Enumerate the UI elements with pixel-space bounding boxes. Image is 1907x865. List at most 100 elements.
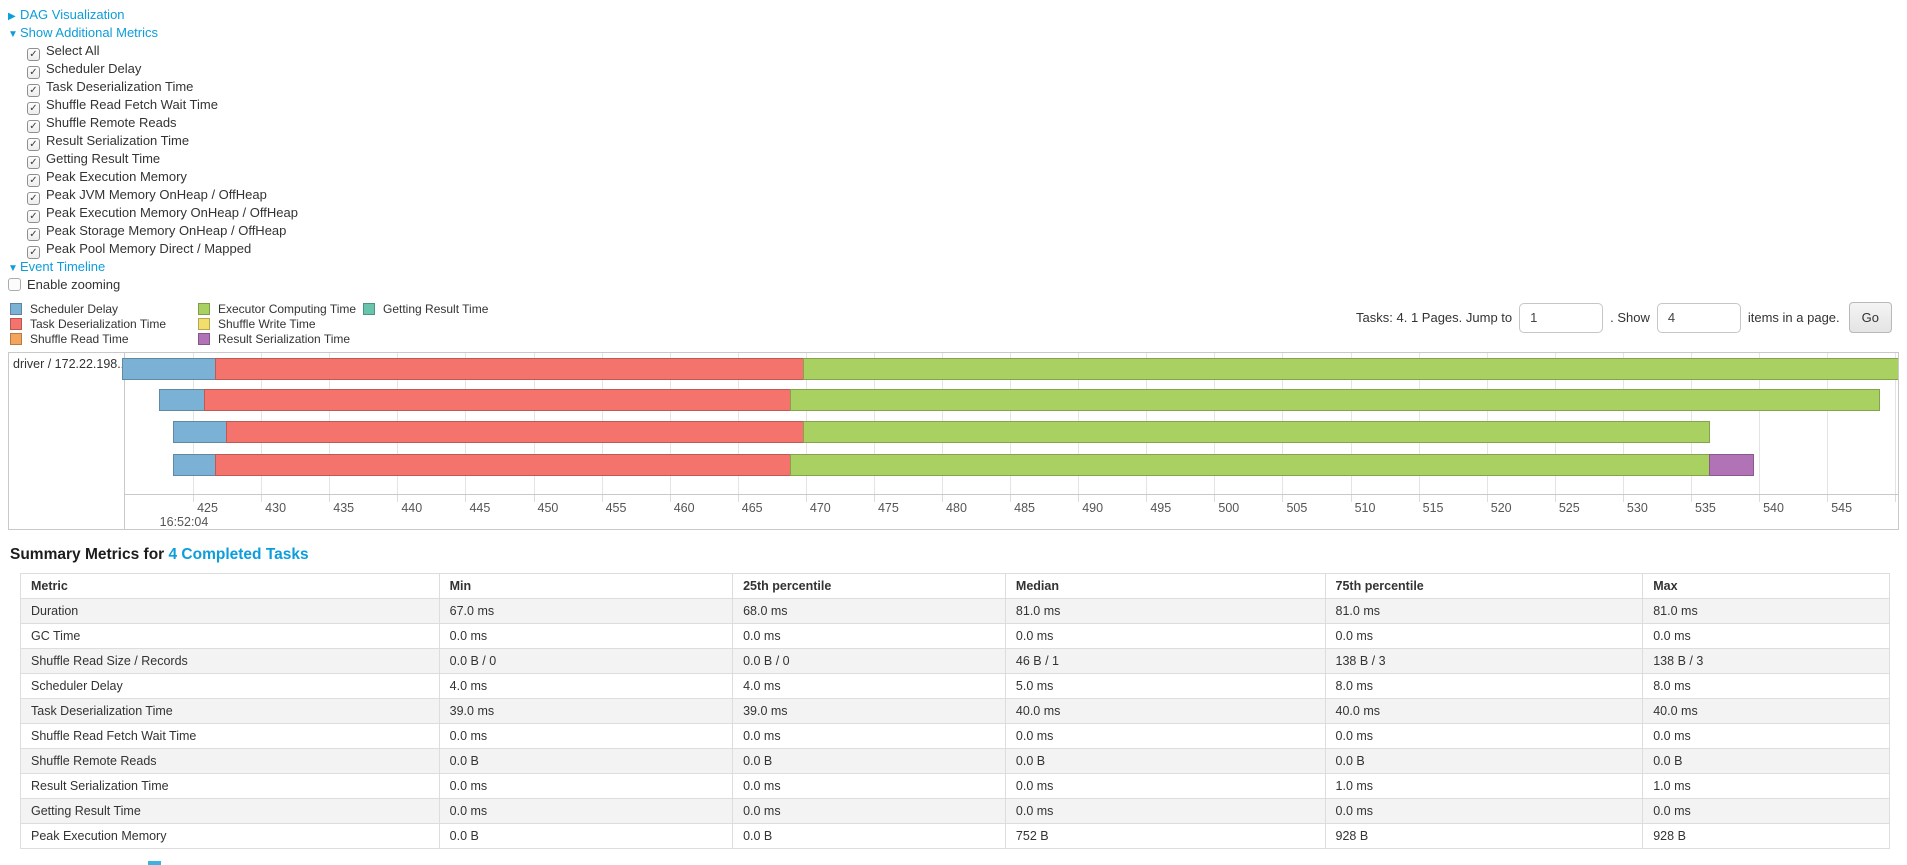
executor-computing-segment[interactable] — [789, 389, 1881, 411]
axis-tick-label: 520 — [1490, 501, 1512, 515]
axis-tick-label: 535 — [1695, 501, 1716, 515]
metric-checkbox-label: Task Deserialization Time — [46, 79, 194, 94]
legend-swatch — [10, 303, 22, 315]
metric-value-cell: 81.0 ms — [1324, 598, 1644, 624]
scheduler-delay-segment[interactable] — [172, 421, 226, 443]
metric-checkbox[interactable]: ✓ — [27, 48, 40, 61]
metric-checkbox-row[interactable]: ✓ Shuffle Remote Reads — [8, 114, 1907, 133]
metric-checkbox-row[interactable]: ✓ Select All — [8, 42, 1907, 61]
legend-swatch — [198, 333, 210, 345]
legend-swatch — [10, 318, 22, 330]
metric-checkbox-row[interactable]: ✓ Scheduler Delay — [8, 60, 1907, 79]
legend-item: Result Serialization Time — [198, 332, 363, 347]
metric-name-cell: Shuffle Read Fetch Wait Time — [20, 723, 440, 749]
metric-checkbox[interactable]: ✓ — [27, 174, 40, 187]
summary-table-row: Shuffle Remote Reads 0.0 B 0.0 B 0.0 B 0.0 B… — [20, 748, 1890, 774]
additional-metrics-checkbox-list: ✓ Select All ✓ Scheduler Delay ✓ Task Deseria… — [8, 42, 1907, 259]
enable-zooming-row[interactable]: Enable zooming — [8, 276, 1907, 294]
scheduler-delay-segment[interactable] — [172, 454, 215, 476]
metric-value-cell: 1.0 ms — [1642, 773, 1890, 799]
jump-to-page-input[interactable] — [1519, 302, 1604, 333]
metric-checkbox-row[interactable]: ✓ Peak Execution Memory — [8, 168, 1907, 187]
show-additional-metrics-label: Show Additional Metrics — [20, 25, 159, 40]
axis-tick — [1214, 495, 1216, 502]
legend-swatch — [198, 318, 210, 330]
metric-checkbox[interactable]: ✓ — [27, 102, 40, 115]
metric-checkbox-row[interactable]: ✓ Result Serialization Time — [8, 132, 1907, 151]
executor-computing-segment[interactable] — [789, 454, 1709, 476]
metric-checkbox-label: Result Serialization Time — [46, 133, 190, 148]
metric-checkbox-row[interactable]: ✓ Task Deserialization Time — [8, 78, 1907, 97]
task-bar[interactable] — [122, 358, 1898, 380]
summary-col-header: Min — [438, 573, 734, 599]
metric-checkbox-row[interactable]: ✓ Peak JVM Memory OnHeap / OffHeap — [8, 186, 1907, 205]
axis-tick — [1554, 495, 1556, 502]
metric-checkbox[interactable]: ✓ — [27, 156, 40, 169]
metric-value-cell: 0.0 ms — [732, 723, 1006, 749]
axis-tick-label: 500 — [1218, 501, 1240, 515]
metric-value-cell: 0.0 ms — [732, 798, 1006, 824]
legend-label: Executor Computing Time — [218, 302, 357, 316]
metric-value-cell: 67.0 ms — [438, 598, 734, 624]
metric-value-cell: 138 B / 3 — [1642, 648, 1890, 674]
metric-checkbox-row[interactable]: ✓ Peak Pool Memory Direct / Mapped — [8, 240, 1907, 259]
metric-value-cell: 0.0 B — [438, 823, 734, 849]
items-per-page-input[interactable] — [1656, 302, 1741, 333]
metric-checkbox-label: Scheduler Delay — [46, 61, 142, 76]
scheduler-delay-segment[interactable] — [159, 389, 204, 411]
metric-value-cell: 0.0 B — [438, 748, 734, 774]
metric-checkbox[interactable]: ✓ — [27, 246, 40, 259]
metric-checkbox-row[interactable]: ✓ Peak Execution Memory OnHeap / OffHeap — [8, 204, 1907, 223]
metric-checkbox-row[interactable]: ✓ Peak Storage Memory OnHeap / OffHeap — [8, 222, 1907, 241]
metric-checkbox[interactable]: ✓ — [27, 192, 40, 205]
metric-checkbox-row[interactable]: ✓ Shuffle Read Fetch Wait Time — [8, 96, 1907, 115]
dag-visualization-toggle[interactable]: ▶ DAG Visualization — [8, 6, 1907, 24]
executor-label: driver / 172.22.198.104 — [13, 357, 142, 371]
go-button[interactable]: Go — [1848, 302, 1892, 333]
metric-checkbox[interactable]: ✓ — [27, 228, 40, 241]
summary-col-header: Max — [1642, 573, 1890, 599]
axis-tick — [737, 495, 739, 502]
caret-down-icon: ▼ — [8, 263, 18, 274]
metric-checkbox-label: Peak Pool Memory Direct / Mapped — [46, 241, 252, 256]
metric-checkbox-row[interactable]: ✓ Getting Result Time — [8, 150, 1907, 169]
legend-item: Shuffle Read Time — [10, 332, 198, 347]
metric-value-cell: 0.0 ms — [732, 773, 1006, 799]
metric-value-cell: 0.0 B — [732, 823, 1006, 849]
task-deserialization-segment[interactable] — [225, 421, 804, 443]
result-serialization-segment[interactable] — [1708, 454, 1754, 476]
metric-checkbox[interactable]: ✓ — [27, 66, 40, 79]
metric-value-cell: 0.0 ms — [1004, 623, 1326, 649]
metric-checkbox[interactable]: ✓ — [27, 84, 40, 97]
task-deserialization-segment[interactable] — [214, 454, 790, 476]
task-deserialization-segment[interactable] — [214, 358, 804, 380]
executor-computing-segment[interactable] — [803, 421, 1711, 443]
summary-col-header: 75th percentile — [1324, 573, 1644, 599]
metric-value-cell: 81.0 ms — [1642, 598, 1890, 624]
task-bar[interactable] — [159, 389, 1881, 411]
metric-value-cell: 0.0 ms — [1324, 623, 1644, 649]
task-deserialization-segment[interactable] — [203, 389, 790, 411]
axis-tick-label: 450 — [537, 501, 559, 515]
legend-column: Scheduler Delay Task Deserialization Time… — [10, 302, 198, 347]
show-additional-metrics-toggle[interactable]: ▼ Show Additional Metrics — [8, 24, 1907, 42]
task-bar[interactable] — [172, 454, 1754, 476]
axis-tick-label: 435 — [333, 501, 355, 515]
axis-tick-label: 440 — [401, 501, 423, 515]
event-timeline-chart: driver / 172.22.198.104 425 430 435 440 445 4… — [8, 352, 1899, 530]
axis-tick — [329, 495, 331, 502]
axis-tick — [261, 495, 263, 502]
summary-col-header: Metric — [20, 573, 440, 599]
executor-computing-segment[interactable] — [803, 358, 1898, 380]
caret-right-icon: ▶ — [8, 11, 16, 22]
enable-zooming-checkbox[interactable] — [8, 278, 21, 291]
metric-checkbox[interactable]: ✓ — [27, 138, 40, 151]
event-timeline-toggle[interactable]: ▼ Event Timeline — [8, 258, 1907, 276]
summary-table-row: GC Time 0.0 ms 0.0 ms 0.0 ms 0.0 ms 0.0 ms — [20, 623, 1890, 649]
task-bar[interactable] — [172, 421, 1711, 443]
scheduler-delay-segment[interactable] — [122, 358, 215, 380]
metric-checkbox[interactable]: ✓ — [27, 210, 40, 223]
metric-checkbox[interactable]: ✓ — [27, 120, 40, 133]
summary-table-row: Scheduler Delay 4.0 ms 4.0 ms 5.0 ms 8.0 ms 8… — [20, 673, 1890, 699]
completed-tasks-link[interactable]: 4 Completed Tasks — [168, 546, 309, 563]
